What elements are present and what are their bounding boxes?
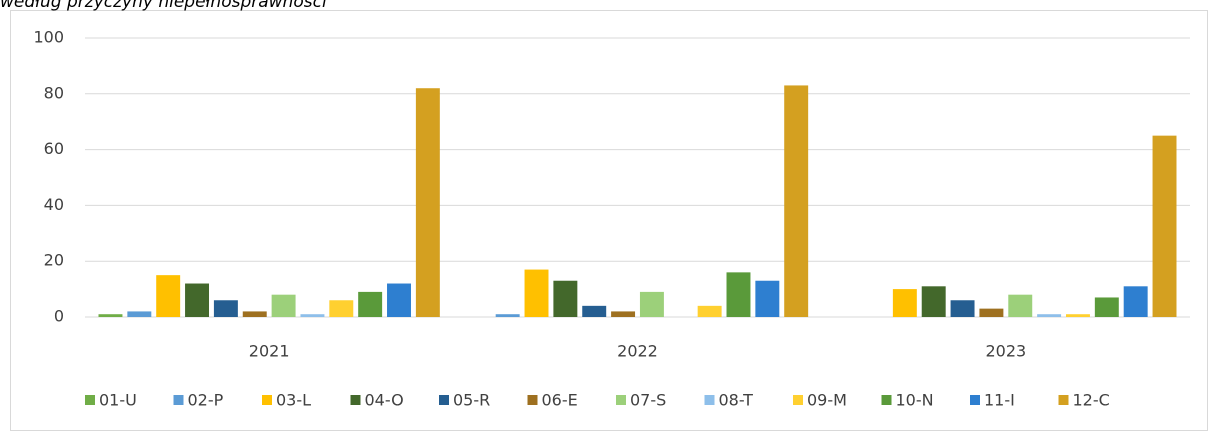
bar xyxy=(892,289,917,317)
bar xyxy=(156,275,181,317)
bar xyxy=(1094,297,1119,317)
x-tick-label: 2023 xyxy=(985,342,1026,361)
y-tick-label: 80 xyxy=(44,83,64,102)
bar xyxy=(1065,314,1090,317)
bar xyxy=(185,283,210,317)
legend-swatch xyxy=(173,395,184,405)
bar xyxy=(1008,294,1033,317)
bar xyxy=(329,300,354,317)
legend-label: 10-N xyxy=(896,391,934,410)
y-tick-label: 0 xyxy=(54,307,64,326)
bar xyxy=(639,291,664,317)
bar xyxy=(415,88,440,317)
legend-label: 12-C xyxy=(1073,391,1110,410)
bar xyxy=(524,269,549,317)
bar xyxy=(495,314,520,317)
bar xyxy=(784,85,809,318)
bar xyxy=(553,280,578,317)
legend-swatch xyxy=(439,395,449,405)
legend-label: 02-P xyxy=(188,391,224,410)
chart-frame xyxy=(10,10,1208,431)
legend-label: 01-U xyxy=(99,391,137,410)
legend-label: 05-R xyxy=(453,391,490,410)
bar xyxy=(387,283,411,317)
y-tick-label: 20 xyxy=(44,251,64,270)
bar xyxy=(1152,135,1177,317)
y-tick-label: 100 xyxy=(33,28,64,47)
y-tick-label: 40 xyxy=(44,195,64,214)
bar xyxy=(98,314,123,317)
legend-label: 04-O xyxy=(365,391,404,410)
legend-swatch xyxy=(793,395,803,405)
legend-swatch xyxy=(527,395,538,405)
chart-subtitle: według przyczyny niepełnosprawności xyxy=(0,0,327,12)
x-tick-label: 2021 xyxy=(249,342,290,361)
legend-swatch xyxy=(704,395,715,405)
legend-swatch xyxy=(350,395,361,405)
legend-label: 11-I xyxy=(984,391,1015,410)
legend-swatch xyxy=(262,395,272,405)
bar xyxy=(127,311,152,317)
bar xyxy=(213,300,238,317)
x-tick-label: 2022 xyxy=(617,342,658,361)
legend-swatch xyxy=(616,395,626,405)
legend-swatch xyxy=(881,395,892,405)
legend-label: 09-M xyxy=(807,391,847,410)
bar xyxy=(979,308,1004,317)
legend-label: 03-L xyxy=(276,391,311,410)
legend-swatch xyxy=(1058,395,1069,405)
bar xyxy=(242,311,267,317)
legend-label: 08-T xyxy=(719,391,754,410)
y-tick-label: 60 xyxy=(44,139,64,158)
bar xyxy=(1123,286,1148,317)
legend-swatch xyxy=(85,395,95,405)
legend-swatch xyxy=(970,395,980,405)
bar xyxy=(358,291,383,317)
legend-label: 07-S xyxy=(630,391,666,410)
bar xyxy=(611,311,636,317)
bar xyxy=(950,300,975,317)
bar xyxy=(300,314,325,317)
bar xyxy=(1037,314,1062,317)
bar xyxy=(697,305,722,317)
bar xyxy=(271,294,296,317)
legend-label: 06-E xyxy=(542,391,578,410)
bar xyxy=(755,280,780,317)
bar xyxy=(921,286,946,317)
bar xyxy=(726,272,751,317)
bar xyxy=(582,305,607,317)
